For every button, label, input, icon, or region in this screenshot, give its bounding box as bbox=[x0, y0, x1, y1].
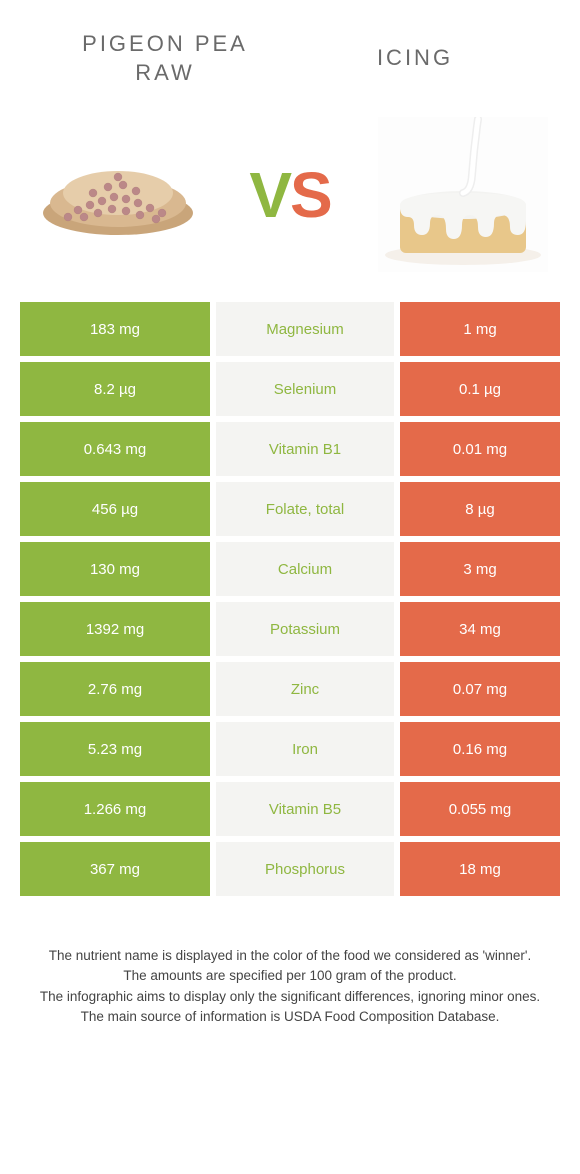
right-value-cell: 3 mg bbox=[400, 542, 560, 596]
left-value-cell: 8.2 µg bbox=[20, 362, 210, 416]
table-row: 1.266 mgVitamin B50.055 mg bbox=[20, 782, 560, 836]
footer-line-4: The main source of information is USDA F… bbox=[30, 1007, 550, 1027]
left-food-title: PIGEON PEA RAW bbox=[40, 30, 290, 87]
table-row: 0.643 mgVitamin B10.01 mg bbox=[20, 422, 560, 476]
footer-notes: The nutrient name is displayed in the co… bbox=[0, 896, 580, 1027]
footer-line-3: The infographic aims to display only the… bbox=[30, 987, 550, 1007]
table-row: 130 mgCalcium3 mg bbox=[20, 542, 560, 596]
table-row: 8.2 µgSelenium0.1 µg bbox=[20, 362, 560, 416]
header-right: ICING bbox=[290, 30, 540, 87]
left-value-cell: 183 mg bbox=[20, 302, 210, 356]
footer-line-1: The nutrient name is displayed in the co… bbox=[30, 946, 550, 966]
footer-line-2: The amounts are specified per 100 gram o… bbox=[30, 966, 550, 986]
nutrient-label-cell: Folate, total bbox=[216, 482, 394, 536]
vs-badge: VS bbox=[249, 158, 330, 232]
left-value-cell: 2.76 mg bbox=[20, 662, 210, 716]
vs-letter-v: V bbox=[249, 158, 290, 232]
left-value-cell: 367 mg bbox=[20, 842, 210, 896]
right-value-cell: 34 mg bbox=[400, 602, 560, 656]
icing-cake-icon bbox=[378, 117, 548, 272]
left-value-cell: 1392 mg bbox=[20, 602, 210, 656]
table-row: 367 mgPhosphorus18 mg bbox=[20, 842, 560, 896]
nutrient-label-cell: Calcium bbox=[216, 542, 394, 596]
nutrient-label-cell: Magnesium bbox=[216, 302, 394, 356]
right-value-cell: 0.1 µg bbox=[400, 362, 560, 416]
nutrient-label-cell: Phosphorus bbox=[216, 842, 394, 896]
comparison-table: 183 mgMagnesium1 mg8.2 µgSelenium0.1 µg0… bbox=[0, 302, 580, 896]
left-value-cell: 456 µg bbox=[20, 482, 210, 536]
right-value-cell: 0.055 mg bbox=[400, 782, 560, 836]
nutrient-label-cell: Selenium bbox=[216, 362, 394, 416]
table-row: 1392 mgPotassium34 mg bbox=[20, 602, 560, 656]
left-value-cell: 0.643 mg bbox=[20, 422, 210, 476]
left-value-cell: 130 mg bbox=[20, 542, 210, 596]
images-row: VS bbox=[0, 97, 580, 302]
nutrient-label-cell: Vitamin B1 bbox=[216, 422, 394, 476]
right-value-cell: 0.16 mg bbox=[400, 722, 560, 776]
nutrient-label-cell: Vitamin B5 bbox=[216, 782, 394, 836]
table-row: 5.23 mgIron0.16 mg bbox=[20, 722, 560, 776]
table-row: 2.76 mgZinc0.07 mg bbox=[20, 662, 560, 716]
left-value-cell: 5.23 mg bbox=[20, 722, 210, 776]
right-value-cell: 1 mg bbox=[400, 302, 560, 356]
left-food-image bbox=[30, 117, 205, 272]
header-left: PIGEON PEA RAW bbox=[40, 30, 290, 87]
vs-letter-s: S bbox=[290, 158, 331, 232]
nutrient-label-cell: Zinc bbox=[216, 662, 394, 716]
left-value-cell: 1.266 mg bbox=[20, 782, 210, 836]
pigeon-pea-icon bbox=[38, 155, 198, 235]
right-value-cell: 18 mg bbox=[400, 842, 560, 896]
header: PIGEON PEA RAW ICING bbox=[0, 0, 580, 97]
right-food-title: ICING bbox=[377, 44, 453, 73]
right-value-cell: 8 µg bbox=[400, 482, 560, 536]
right-food-image bbox=[375, 117, 550, 272]
right-value-cell: 0.01 mg bbox=[400, 422, 560, 476]
nutrient-label-cell: Potassium bbox=[216, 602, 394, 656]
right-value-cell: 0.07 mg bbox=[400, 662, 560, 716]
nutrient-label-cell: Iron bbox=[216, 722, 394, 776]
table-row: 183 mgMagnesium1 mg bbox=[20, 302, 560, 356]
table-row: 456 µgFolate, total8 µg bbox=[20, 482, 560, 536]
